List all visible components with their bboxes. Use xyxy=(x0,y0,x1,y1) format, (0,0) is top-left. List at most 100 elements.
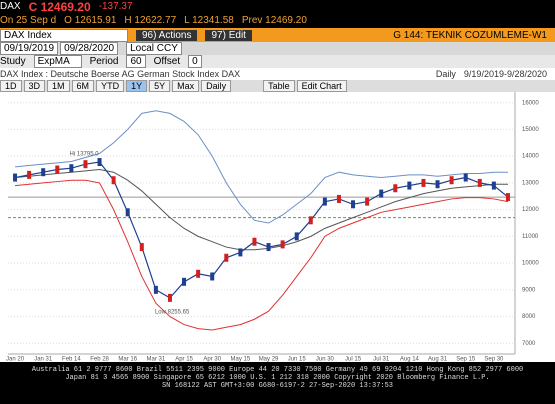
span: 9/19/2019-9/28/2020 xyxy=(463,69,547,79)
candle xyxy=(182,277,187,286)
annotation: Hi 13795.0 xyxy=(70,152,100,158)
candle xyxy=(435,180,440,189)
change: -137.37 xyxy=(98,1,133,12)
candle xyxy=(280,240,285,249)
candle xyxy=(491,181,496,190)
footer-line: Australia 61 2 9777 8600 Brazil 5511 239… xyxy=(31,366,524,374)
candle xyxy=(210,272,215,281)
candle xyxy=(83,160,88,169)
x-tick-label: Jan 20 xyxy=(6,357,25,362)
start-date[interactable]: 09/19/2019 xyxy=(0,42,59,55)
security[interactable]: DAX Index xyxy=(0,28,128,42)
candle xyxy=(308,216,313,225)
x-tick-label: Feb 28 xyxy=(90,357,109,362)
range-button[interactable]: Daily xyxy=(201,80,232,92)
last: C 12469.20 xyxy=(28,0,91,13)
candle xyxy=(322,197,327,206)
y-tick-label: 7000 xyxy=(522,341,536,347)
candle xyxy=(252,237,257,246)
series-line xyxy=(14,179,509,331)
range-button[interactable]: 3D xyxy=(23,80,46,92)
range-button[interactable]: Max xyxy=(172,80,200,92)
study-label: Study xyxy=(0,56,26,67)
range-row: 09/19/2019 09/28/2020 Local CCY xyxy=(0,42,555,55)
currency[interactable]: Local CCY xyxy=(126,42,182,55)
frequency: Daily xyxy=(435,69,456,79)
range-button[interactable]: YTD xyxy=(96,80,125,92)
y-tick-label: 12000 xyxy=(522,207,539,213)
footer-line: SN 168122 AST GMT+3:00 G680-6197-2 27-Se… xyxy=(161,382,394,390)
offset-label: Offset xyxy=(153,56,181,67)
info-row: DAX Index : Deutsche Boerse AG German St… xyxy=(0,68,555,80)
template: G 144: TEKNIK COZUMLEME-W1 xyxy=(393,29,547,41)
candle xyxy=(111,176,116,185)
candle xyxy=(407,181,412,190)
x-tick-label: Aug 14 xyxy=(400,357,420,362)
candle xyxy=(505,193,510,202)
y-tick-label: 16000 xyxy=(522,100,539,106)
study-row: Study ExpMA Period 60 Offset 0 xyxy=(0,55,555,68)
range-button[interactable]: 1M xyxy=(47,80,70,92)
open: O 12615.91 xyxy=(64,15,117,26)
prev: Prev 12469.20 xyxy=(241,15,307,26)
y-tick-label: 14000 xyxy=(522,154,539,160)
y-tick-label: 9000 xyxy=(522,287,536,293)
candle xyxy=(477,178,482,187)
x-tick-label: Sep 15 xyxy=(456,357,476,362)
x-tick-label: Apr 15 xyxy=(175,357,193,362)
actions[interactable]: 96) Actions xyxy=(136,29,198,41)
study-name[interactable]: ExpMA xyxy=(33,55,82,68)
candle xyxy=(463,173,468,182)
x-tick-label: May 29 xyxy=(259,357,279,362)
candle xyxy=(336,194,341,203)
footer-line: Japan 81 3 4565 8900 Singapore 65 6212 1… xyxy=(65,374,490,382)
series-line xyxy=(14,161,509,299)
x-tick-label: Jun 30 xyxy=(316,357,335,362)
x-tick-label: May 15 xyxy=(231,357,251,362)
series-line xyxy=(14,169,508,251)
footer: Australia 61 2 9777 8600 Brazil 5511 239… xyxy=(0,362,555,404)
on: On 25 Sep d xyxy=(0,15,57,26)
candle xyxy=(41,168,46,177)
candle xyxy=(224,253,229,262)
range-button[interactable]: 1D xyxy=(0,80,22,92)
candle xyxy=(393,184,398,193)
candle xyxy=(379,189,384,198)
chart: 7000 8000 9000 10000 11000 12000 13000 14000 150… xyxy=(0,92,555,362)
offset[interactable]: 0 xyxy=(188,55,202,68)
candle xyxy=(266,243,271,252)
y-tick-label: 8000 xyxy=(522,314,536,320)
x-tick-label: Feb 14 xyxy=(62,357,81,362)
x-tick-label: Jul 31 xyxy=(373,357,390,362)
candle xyxy=(27,170,32,179)
candle xyxy=(167,293,172,302)
range-button[interactable]: Edit Chart xyxy=(296,80,347,92)
end-date[interactable]: 09/28/2020 xyxy=(60,42,119,55)
range-button[interactable]: Table xyxy=(263,80,295,92)
toolbar: DAX Index 96) Actions 97) Edit G 144: TE… xyxy=(0,28,555,42)
range-button[interactable]: 1Y xyxy=(126,80,148,92)
candle xyxy=(125,208,130,217)
period-label: Period xyxy=(89,56,119,67)
x-tick-label: Sep 30 xyxy=(484,357,504,362)
x-tick-label: Apr 30 xyxy=(203,357,221,362)
low: L 12341.58 xyxy=(184,15,234,26)
edit[interactable]: 97) Edit xyxy=(205,29,252,41)
x-tick-label: Jan 31 xyxy=(34,357,53,362)
candle xyxy=(139,243,144,252)
y-tick-label: 11000 xyxy=(522,234,539,240)
ticker: DAX xyxy=(0,1,21,12)
candle xyxy=(69,164,74,173)
range-button[interactable]: 5Y xyxy=(149,80,171,92)
button-row: 1D 3D 1M 6M YTD 1Y 5Y Max Daily Table Edit Chart xyxy=(0,80,555,92)
candle xyxy=(294,232,299,241)
candle xyxy=(13,173,18,182)
period[interactable]: 60 xyxy=(126,55,146,68)
series-line xyxy=(14,110,508,224)
ohlc-row: On 25 Sep d O 12615.91 H 12622.77 L 1234… xyxy=(0,14,555,27)
range-button[interactable]: 6M xyxy=(71,80,95,92)
candle xyxy=(351,200,356,209)
y-tick-label: 15000 xyxy=(522,127,539,133)
candle xyxy=(55,165,60,174)
candle xyxy=(153,285,158,294)
